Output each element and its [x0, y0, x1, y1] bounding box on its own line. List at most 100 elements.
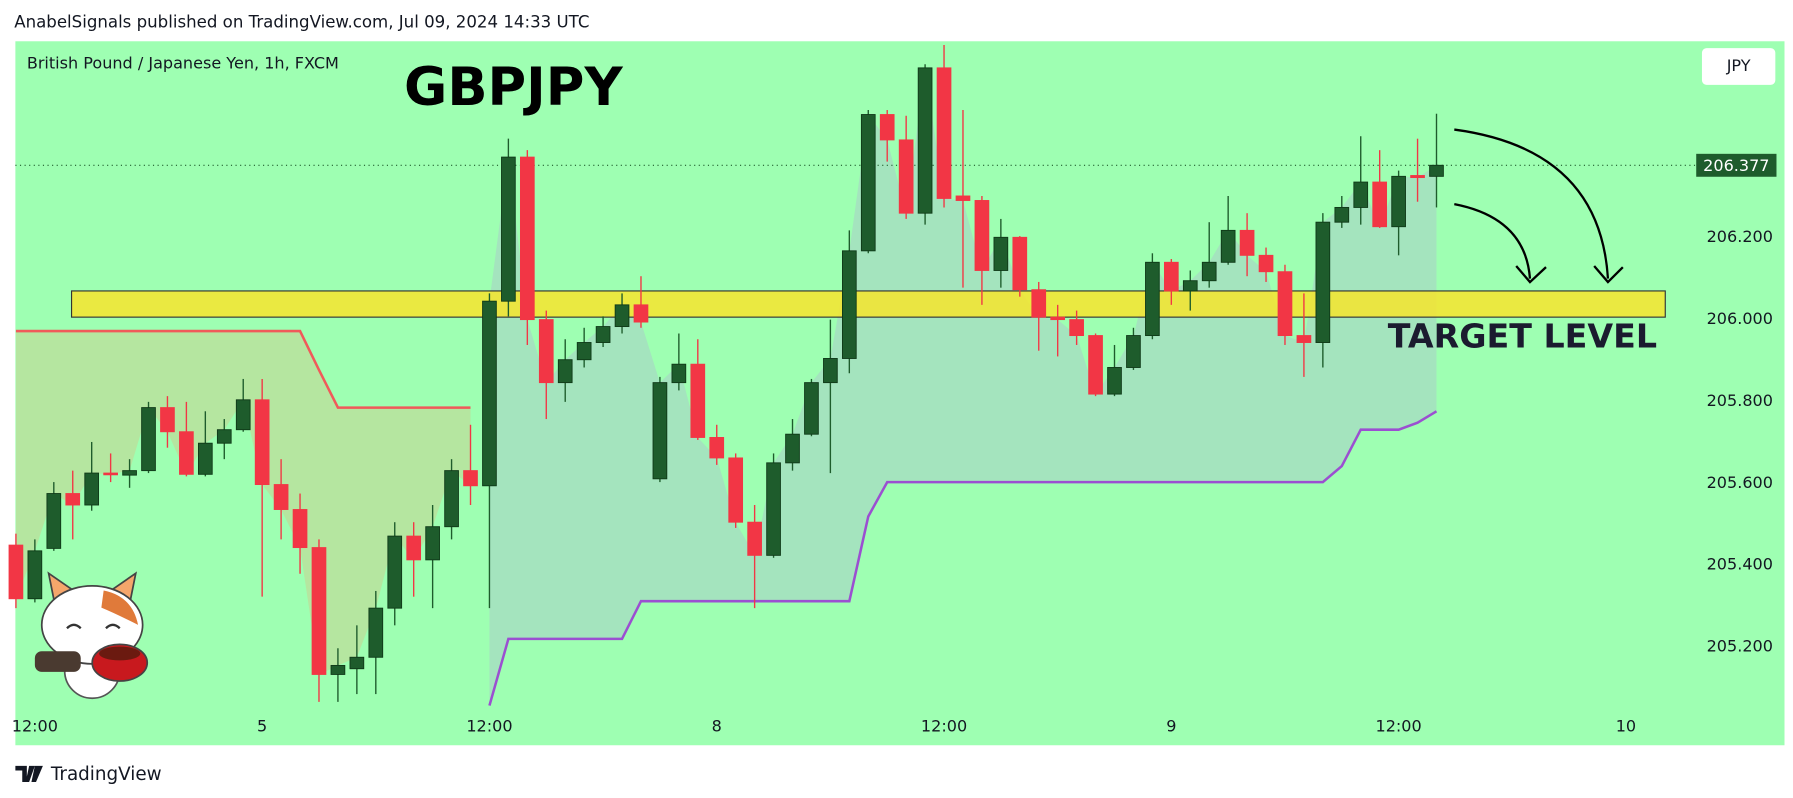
- candle-body: [633, 304, 649, 323]
- candle-body: [273, 484, 289, 510]
- candle-body: [993, 236, 1009, 271]
- candle-body: [179, 431, 194, 475]
- x-tick-label: 8: [712, 716, 722, 735]
- chart-subtitle: British Pound / Japanese Yen, 1h, FXCM: [27, 54, 339, 73]
- candle-body: [785, 433, 800, 464]
- candle-body: [1031, 289, 1047, 318]
- arrow: [1454, 128, 1610, 279]
- candle-body: [1258, 254, 1274, 273]
- x-tick-label: 12:00: [12, 716, 58, 735]
- currency-button[interactable]: [1701, 48, 1776, 85]
- y-tick-label: 205.200: [1707, 637, 1773, 656]
- candle-body: [463, 470, 478, 487]
- candle-body: [330, 664, 346, 675]
- candle-body: [1410, 175, 1425, 179]
- candle-body: [936, 67, 952, 199]
- candle-body: [122, 470, 137, 476]
- candle-body: [1296, 335, 1312, 343]
- x-tick-label: 10: [1616, 716, 1636, 735]
- candle-body: [254, 399, 270, 485]
- candle-body: [216, 429, 232, 444]
- y-tick-label: 206.200: [1707, 227, 1773, 246]
- candle-body: [671, 363, 687, 384]
- candle-body: [46, 493, 62, 549]
- last-price-label: 206.377: [1703, 156, 1769, 175]
- candle-body: [841, 250, 857, 359]
- candle-body: [576, 342, 592, 361]
- candle-body: [65, 493, 81, 506]
- arrow: [1454, 202, 1532, 279]
- candle-body: [519, 156, 535, 321]
- candle-body: [1088, 335, 1103, 395]
- candle-body: [103, 472, 118, 476]
- x-tick-label: 12:00: [466, 716, 512, 735]
- candle-body: [709, 437, 725, 459]
- plot-layer: 12:00 5 12:00 8 12:00 9 12:00 10 205.200 205.400 2…: [8, 44, 1777, 735]
- candle-body: [406, 535, 422, 561]
- publish-header: AnabelSignals published on TradingView.c…: [14, 12, 589, 31]
- candle-body: [728, 457, 744, 523]
- mascot: [34, 571, 149, 700]
- indicator-line: [15, 329, 471, 409]
- last-price-tag: [1696, 153, 1777, 177]
- candle-body: [197, 442, 213, 475]
- candle-body: [1107, 367, 1122, 395]
- candle-body: [898, 139, 914, 214]
- candle-body: [1220, 229, 1236, 263]
- indicator-fill: [15, 331, 471, 675]
- candle-body: [368, 607, 384, 658]
- candle-body: [8, 544, 24, 600]
- candle-body: [595, 326, 611, 343]
- chart-title: GBPJPY: [404, 57, 623, 118]
- candle-body: [766, 462, 781, 556]
- candle-body: [141, 407, 156, 472]
- candle-body: [349, 656, 365, 670]
- candle-body: [804, 382, 819, 435]
- candle-body: [879, 114, 895, 141]
- candle-body: [160, 407, 175, 433]
- candle-body: [1391, 175, 1406, 228]
- y-tick-label: 205.400: [1707, 555, 1773, 574]
- y-tick-label: 205.800: [1707, 391, 1773, 410]
- target-zone: [70, 290, 1666, 318]
- candle-body: [425, 526, 440, 561]
- candle-body: [1277, 271, 1293, 337]
- candle-body: [955, 195, 971, 201]
- candle-body: [482, 300, 497, 487]
- candle-body: [974, 200, 990, 271]
- candle-body: [27, 550, 43, 600]
- candle-body: [1429, 164, 1444, 177]
- y-tick-label: 205.600: [1707, 473, 1773, 492]
- candle-body: [1201, 261, 1217, 282]
- candle-body: [917, 67, 933, 214]
- indicator-fill: [489, 67, 1437, 706]
- candle-body: [690, 363, 706, 438]
- candle-body: [444, 470, 459, 528]
- candle-body: [747, 521, 762, 556]
- x-tick-label: 5: [257, 716, 267, 735]
- candle-body: [84, 472, 100, 506]
- candle-body: [1126, 335, 1141, 368]
- candle-body: [1050, 316, 1066, 321]
- indicator-line: [488, 410, 1438, 706]
- candle-body: [501, 156, 516, 302]
- candle-body: [614, 304, 630, 328]
- candle-body: [1069, 319, 1084, 337]
- candle-body: [292, 509, 308, 549]
- brand-name: TradingView: [50, 764, 162, 785]
- x-tick-label: 9: [1166, 716, 1176, 735]
- candle-body: [652, 382, 668, 480]
- candle-body: [1372, 181, 1388, 228]
- target-annotation: TARGET LEVEL: [1388, 317, 1657, 356]
- candle-body: [1182, 280, 1198, 292]
- arrowhead: [1515, 265, 1547, 284]
- x-tick-label: 12:00: [1375, 716, 1421, 735]
- brand-logo: [15, 765, 43, 782]
- x-tick-label: 12:00: [921, 716, 967, 735]
- candle-body: [860, 114, 876, 252]
- candle-body: [538, 319, 554, 384]
- candle-body: [1334, 206, 1350, 223]
- candle-body: [1239, 229, 1255, 256]
- candle-body: [1315, 221, 1331, 343]
